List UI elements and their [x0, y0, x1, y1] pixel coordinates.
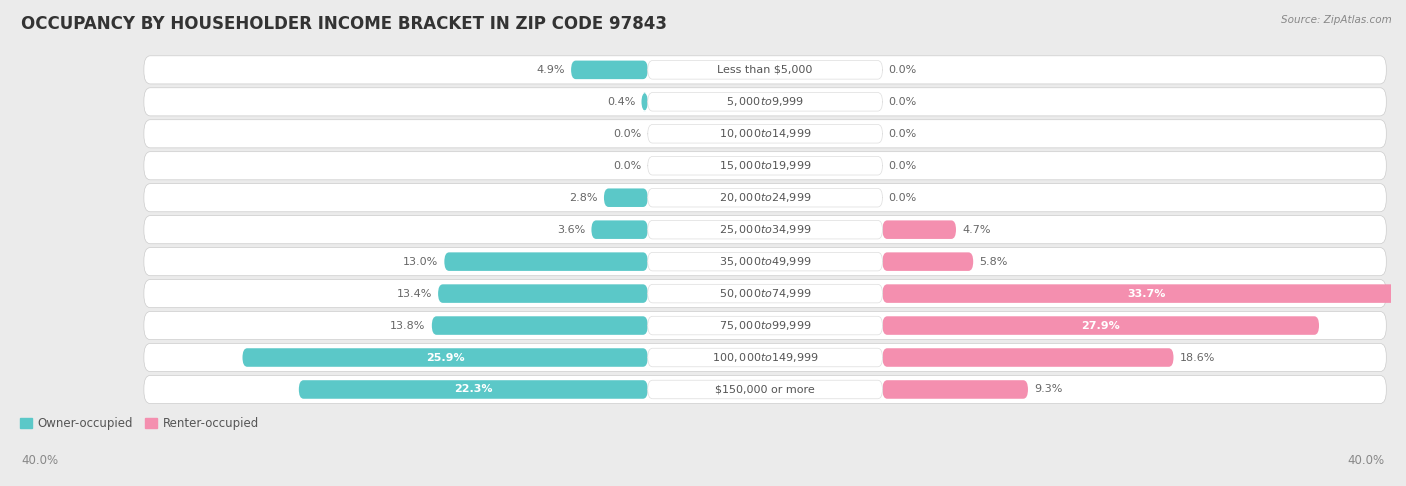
Text: $15,000 to $19,999: $15,000 to $19,999 [718, 159, 811, 172]
FancyBboxPatch shape [299, 380, 648, 399]
FancyBboxPatch shape [439, 284, 648, 303]
Text: 4.9%: 4.9% [536, 65, 565, 75]
Text: 40.0%: 40.0% [1348, 453, 1385, 467]
Text: 9.3%: 9.3% [1035, 384, 1063, 395]
FancyBboxPatch shape [648, 380, 883, 399]
Text: $5,000 to $9,999: $5,000 to $9,999 [725, 95, 804, 108]
Text: 13.0%: 13.0% [404, 257, 439, 267]
Text: 0.0%: 0.0% [889, 97, 917, 107]
Text: $100,000 to $149,999: $100,000 to $149,999 [711, 351, 818, 364]
FancyBboxPatch shape [143, 152, 1386, 180]
FancyBboxPatch shape [143, 88, 1386, 116]
FancyBboxPatch shape [605, 189, 648, 207]
FancyBboxPatch shape [648, 61, 883, 79]
Text: 3.6%: 3.6% [557, 225, 585, 235]
FancyBboxPatch shape [143, 312, 1386, 340]
FancyBboxPatch shape [883, 348, 1174, 367]
Text: 0.4%: 0.4% [607, 97, 636, 107]
Text: Source: ZipAtlas.com: Source: ZipAtlas.com [1281, 15, 1392, 25]
Text: 0.0%: 0.0% [613, 129, 641, 139]
FancyBboxPatch shape [592, 221, 648, 239]
Text: 2.8%: 2.8% [569, 193, 598, 203]
Text: $25,000 to $34,999: $25,000 to $34,999 [718, 223, 811, 236]
FancyBboxPatch shape [242, 348, 648, 367]
FancyBboxPatch shape [143, 216, 1386, 244]
Text: $150,000 or more: $150,000 or more [716, 384, 815, 395]
Text: $75,000 to $99,999: $75,000 to $99,999 [718, 319, 811, 332]
FancyBboxPatch shape [883, 284, 1406, 303]
Text: 13.8%: 13.8% [391, 321, 426, 330]
FancyBboxPatch shape [883, 252, 973, 271]
FancyBboxPatch shape [143, 184, 1386, 212]
Text: 18.6%: 18.6% [1180, 352, 1215, 363]
Text: 25.9%: 25.9% [426, 352, 464, 363]
Text: 4.7%: 4.7% [962, 225, 991, 235]
Text: $35,000 to $49,999: $35,000 to $49,999 [718, 255, 811, 268]
FancyBboxPatch shape [648, 316, 883, 335]
FancyBboxPatch shape [648, 348, 883, 367]
FancyBboxPatch shape [648, 221, 883, 239]
FancyBboxPatch shape [648, 156, 883, 175]
FancyBboxPatch shape [143, 344, 1386, 372]
Text: Less than $5,000: Less than $5,000 [717, 65, 813, 75]
FancyBboxPatch shape [648, 252, 883, 271]
FancyBboxPatch shape [143, 375, 1386, 403]
Text: 22.3%: 22.3% [454, 384, 492, 395]
FancyBboxPatch shape [883, 316, 1319, 335]
Text: $50,000 to $74,999: $50,000 to $74,999 [718, 287, 811, 300]
Text: 0.0%: 0.0% [889, 161, 917, 171]
FancyBboxPatch shape [648, 189, 883, 207]
Text: 0.0%: 0.0% [889, 129, 917, 139]
Text: 40.0%: 40.0% [21, 453, 58, 467]
Text: $10,000 to $14,999: $10,000 to $14,999 [718, 127, 811, 140]
Text: $20,000 to $24,999: $20,000 to $24,999 [718, 191, 811, 204]
Text: OCCUPANCY BY HOUSEHOLDER INCOME BRACKET IN ZIP CODE 97843: OCCUPANCY BY HOUSEHOLDER INCOME BRACKET … [21, 15, 666, 33]
FancyBboxPatch shape [648, 124, 883, 143]
FancyBboxPatch shape [648, 284, 883, 303]
FancyBboxPatch shape [883, 380, 1028, 399]
Text: 13.4%: 13.4% [396, 289, 432, 298]
FancyBboxPatch shape [143, 56, 1386, 84]
Text: 0.0%: 0.0% [613, 161, 641, 171]
FancyBboxPatch shape [143, 247, 1386, 276]
FancyBboxPatch shape [883, 221, 956, 239]
Text: 33.7%: 33.7% [1128, 289, 1166, 298]
FancyBboxPatch shape [432, 316, 648, 335]
Text: 0.0%: 0.0% [889, 193, 917, 203]
Text: 27.9%: 27.9% [1081, 321, 1121, 330]
FancyBboxPatch shape [641, 92, 648, 111]
Text: 5.8%: 5.8% [980, 257, 1008, 267]
Legend: Owner-occupied, Renter-occupied: Owner-occupied, Renter-occupied [15, 412, 263, 434]
Text: 0.0%: 0.0% [889, 65, 917, 75]
FancyBboxPatch shape [444, 252, 648, 271]
FancyBboxPatch shape [143, 120, 1386, 148]
FancyBboxPatch shape [648, 92, 883, 111]
FancyBboxPatch shape [143, 279, 1386, 308]
FancyBboxPatch shape [571, 61, 648, 79]
